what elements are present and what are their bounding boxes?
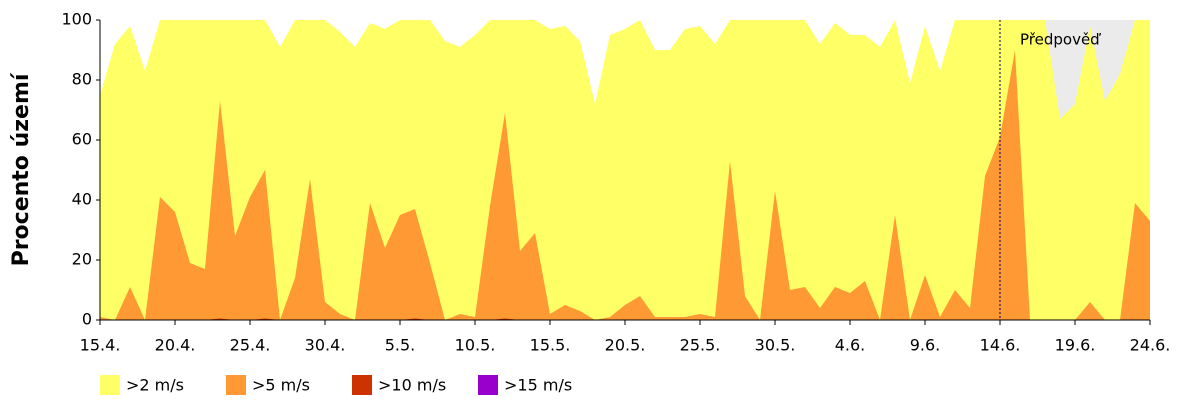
x-tick-label: 25.4.: [230, 336, 271, 355]
legend-swatch: [352, 375, 372, 395]
y-tick-label: 20: [72, 250, 92, 269]
legend-label: >15 m/s: [504, 376, 572, 395]
x-tick-label: 25.5.: [680, 336, 721, 355]
y-tick-label: 100: [61, 10, 92, 29]
legend-label: >5 m/s: [252, 376, 310, 395]
x-tick-label: 15.4.: [80, 336, 121, 355]
legend-label: >2 m/s: [126, 376, 184, 395]
y-tick-label: 40: [72, 190, 92, 209]
x-tick-label: 15.5.: [530, 336, 571, 355]
x-tick-label: 20.4.: [155, 336, 196, 355]
legend-swatch: [226, 375, 246, 395]
x-tick-label: 9.6.: [910, 336, 941, 355]
x-tick-label: 4.6.: [835, 336, 866, 355]
x-tick-label: 20.5.: [605, 336, 646, 355]
y-axis-label: Procento území: [9, 72, 34, 266]
x-tick-label: 30.4.: [305, 336, 346, 355]
annotation: Předpověď: [1020, 31, 1101, 49]
x-tick-label: 14.6.: [980, 336, 1021, 355]
x-tick-label: 10.5.: [455, 336, 496, 355]
legend-swatch: [478, 375, 498, 395]
x-tick-label: 30.5.: [755, 336, 796, 355]
legend-swatch: [100, 375, 120, 395]
legend-label: >10 m/s: [378, 376, 446, 395]
y-tick-label: 60: [72, 130, 92, 149]
area: [100, 20, 1150, 320]
y-tick-label: 80: [72, 70, 92, 89]
x-tick-label: 19.6.: [1055, 336, 1096, 355]
y-tick-label: 0: [82, 310, 92, 329]
x-tick-label: 24.6.: [1130, 336, 1171, 355]
area: [100, 50, 1150, 320]
x-tick-label: 5.5.: [385, 336, 416, 355]
